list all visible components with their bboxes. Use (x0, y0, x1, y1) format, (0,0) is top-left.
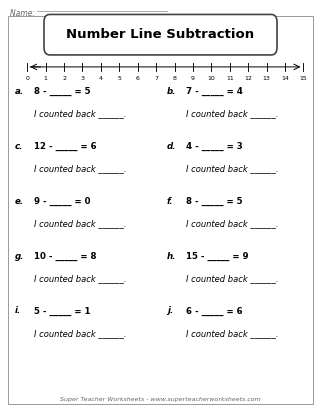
Text: a.: a. (14, 87, 23, 96)
Text: Name:: Name: (10, 9, 37, 18)
Text: f.: f. (167, 197, 173, 206)
Text: I counted back ______.: I counted back ______. (186, 109, 279, 119)
FancyBboxPatch shape (44, 14, 277, 55)
Text: c.: c. (14, 142, 23, 151)
Text: 1: 1 (44, 76, 48, 81)
Text: 5 - _____ = 1: 5 - _____ = 1 (34, 306, 90, 316)
Text: e.: e. (14, 197, 23, 206)
Text: 0: 0 (25, 76, 29, 81)
Text: 15 - _____ = 9: 15 - _____ = 9 (186, 252, 249, 261)
Text: d.: d. (167, 142, 176, 151)
Text: I counted back ______.: I counted back ______. (34, 109, 126, 119)
Text: I counted back ______.: I counted back ______. (34, 164, 126, 173)
Text: 8 - _____ = 5: 8 - _____ = 5 (34, 87, 90, 96)
Text: 6: 6 (136, 76, 140, 81)
Text: I counted back ______.: I counted back ______. (34, 219, 126, 228)
Text: 12 - _____ = 6: 12 - _____ = 6 (34, 142, 96, 151)
Text: 2: 2 (62, 76, 66, 81)
Text: 15: 15 (299, 76, 307, 81)
Text: 9: 9 (191, 76, 195, 81)
Text: I counted back ______.: I counted back ______. (186, 329, 279, 338)
Text: I counted back ______.: I counted back ______. (34, 274, 126, 283)
Text: h.: h. (167, 252, 176, 261)
Text: 13: 13 (263, 76, 271, 81)
Text: I counted back ______.: I counted back ______. (186, 219, 279, 228)
Text: 5: 5 (117, 76, 121, 81)
Text: I counted back ______.: I counted back ______. (186, 164, 279, 173)
Text: 4 - _____ = 3: 4 - _____ = 3 (186, 142, 243, 151)
Text: Super Teacher Worksheets - www.superteacherworksheets.com: Super Teacher Worksheets - www.superteac… (60, 397, 261, 402)
Text: I counted back ______.: I counted back ______. (186, 274, 279, 283)
Text: 12: 12 (244, 76, 252, 81)
Text: 8: 8 (173, 76, 177, 81)
Text: 10: 10 (207, 76, 215, 81)
Text: 3: 3 (81, 76, 84, 81)
Text: j.: j. (167, 306, 173, 316)
Text: 4: 4 (99, 76, 103, 81)
Text: 11: 11 (226, 76, 234, 81)
FancyBboxPatch shape (8, 16, 313, 404)
Text: 6 - _____ = 6: 6 - _____ = 6 (186, 306, 243, 316)
Text: Number Line Subtraction: Number Line Subtraction (66, 28, 255, 41)
Text: 10 - _____ = 8: 10 - _____ = 8 (34, 252, 96, 261)
Text: 9 - _____ = 0: 9 - _____ = 0 (34, 197, 90, 206)
Text: b.: b. (167, 87, 176, 96)
Text: 7: 7 (154, 76, 158, 81)
Text: 8 - _____ = 5: 8 - _____ = 5 (186, 197, 243, 206)
Text: 14: 14 (281, 76, 289, 81)
Text: g.: g. (14, 252, 24, 261)
Text: I counted back ______.: I counted back ______. (34, 329, 126, 338)
Text: 7 - _____ = 4: 7 - _____ = 4 (186, 87, 243, 96)
Text: i.: i. (14, 306, 21, 316)
